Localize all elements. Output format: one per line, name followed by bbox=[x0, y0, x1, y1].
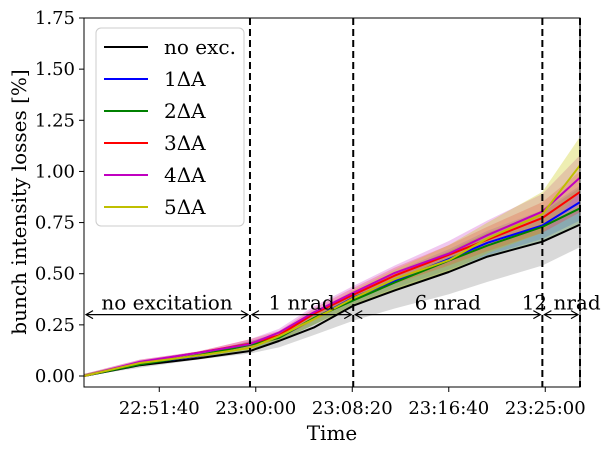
annotation-label-1: 1 nrad bbox=[268, 291, 334, 315]
annotation-label-3: 12 nrad bbox=[522, 291, 601, 315]
x-tick-label-0: 22:51:40 bbox=[119, 398, 200, 419]
y-axis-label: bunch intensity losses [%] bbox=[7, 69, 31, 334]
uncertainty-bands bbox=[84, 136, 580, 376]
x-tick-label-3: 23:16:40 bbox=[408, 398, 489, 419]
series-lines bbox=[83, 164, 581, 377]
annotation-arrowhead-left-3 bbox=[543, 310, 552, 320]
annotation-label-2: 6 nrad bbox=[415, 291, 481, 315]
y-tick-label-2: 0.50 bbox=[35, 264, 75, 285]
y-tick-label-7: 1.75 bbox=[35, 8, 75, 29]
series-line-5 bbox=[83, 164, 581, 377]
y-tick-label-1: 0.25 bbox=[35, 315, 75, 336]
x-tick-label-4: 23:25:00 bbox=[505, 398, 586, 419]
annotation-arrowhead-right-0 bbox=[240, 310, 250, 320]
plot-frame bbox=[83, 17, 581, 388]
y-tick-label-0: 0.00 bbox=[35, 366, 75, 387]
legend-label-0: no exc. bbox=[164, 35, 236, 59]
series-line-4 bbox=[83, 176, 581, 377]
series-line-0 bbox=[83, 223, 581, 377]
annotation-arrowhead-right-2 bbox=[533, 310, 542, 320]
legend-label-1: 1ΔA bbox=[164, 67, 206, 91]
legend-box bbox=[95, 27, 245, 227]
y-tick-label-4: 1.00 bbox=[35, 161, 75, 182]
annotation-arrowhead-left-1 bbox=[250, 310, 260, 320]
series-band-5 bbox=[84, 136, 580, 376]
y-tick-label-5: 1.25 bbox=[35, 110, 75, 131]
x-tick-label-2: 23:08:20 bbox=[312, 398, 393, 419]
y-tick-label-6: 1.50 bbox=[35, 59, 75, 80]
legend-label-2: 2ΔA bbox=[164, 99, 206, 123]
y-axis: 0.00 0.25 0.50 0.75 1.00 1.25 1.50 1.75 bbox=[35, 8, 84, 387]
annotation-arrowhead-right-1 bbox=[343, 310, 353, 320]
annotation-arrowhead-left-0 bbox=[84, 310, 94, 320]
x-tick-label-1: 23:00:00 bbox=[215, 398, 296, 419]
annotation-label-0: no excitation bbox=[101, 291, 232, 315]
annotation-arrowhead-right-3 bbox=[570, 310, 580, 320]
legend-label-3: 3ΔA bbox=[164, 131, 206, 155]
legend: no exc. 1ΔA 2ΔA 3ΔA 4ΔA 5ΔA bbox=[95, 27, 245, 227]
annotation-arrowhead-left-2 bbox=[354, 310, 363, 320]
phase-annotations: no excitation 1 nrad 6 nrad 12 nrad bbox=[84, 291, 601, 320]
x-axis: 22:51:40 23:00:00 23:08:20 23:16:40 23:25:00 bbox=[119, 387, 586, 419]
x-axis-label: Time bbox=[307, 421, 358, 445]
legend-label-4: 4ΔA bbox=[164, 163, 206, 187]
legend-label-5: 5ΔA bbox=[164, 195, 206, 219]
y-tick-label-3: 0.75 bbox=[35, 213, 75, 234]
